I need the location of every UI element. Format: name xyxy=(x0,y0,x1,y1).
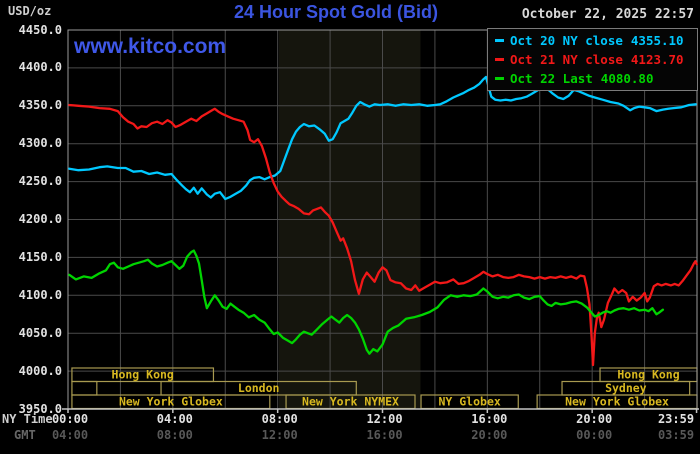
x-tick-ny: 08:00 xyxy=(261,412,298,426)
legend-label: Oct 22 Last xyxy=(510,71,593,86)
x-tick-gmt: 04:00 xyxy=(51,428,89,442)
session-box xyxy=(71,367,215,383)
x-tick-gmt: 12:00 xyxy=(261,428,298,442)
y-tick-label: 4350.0 xyxy=(18,98,62,113)
session-label: New York Globex xyxy=(119,395,223,409)
y-tick-label: 4150.0 xyxy=(18,249,62,264)
session-label: Hong Kong xyxy=(112,368,174,382)
x-axis-ny-time-label: NY Time xyxy=(2,412,53,426)
legend: Oct 20 NY close 4355.10 Oct 21 NY close 41… xyxy=(487,28,698,91)
y-tick-label: 4450.0 xyxy=(18,22,62,37)
chart-title: 24 Hour Spot Gold (Bid) xyxy=(234,2,438,22)
x-tick-ny: 04:00 xyxy=(156,412,193,426)
y-tick-label: 4000.0 xyxy=(18,363,62,378)
x-tick-ny: 20:00 xyxy=(576,412,613,426)
x-tick-gmt: 08:00 xyxy=(156,428,193,442)
price-series xyxy=(68,75,698,367)
oct20-line-swatch xyxy=(495,39,504,42)
legend-label: Oct 20 NY close xyxy=(510,33,623,48)
series-line-oct22 xyxy=(68,249,665,355)
legend-value: 4355.10 xyxy=(630,33,684,48)
kitco-watermark-link[interactable]: www.kitco.com xyxy=(74,35,227,58)
session-label: London xyxy=(238,381,280,395)
x-tick-ny: 12:00 xyxy=(366,412,403,426)
y-tick-label: 3950.0 xyxy=(18,401,62,416)
y-axis-units-label: USD/oz xyxy=(8,4,52,18)
legend-item-oct20: Oct 20 NY close 4355.10 xyxy=(488,31,697,50)
x-axis-gmt-label: GMT xyxy=(14,428,36,442)
x-tick-gmt: 16:00 xyxy=(366,428,403,442)
session-label: New York Globex xyxy=(565,395,669,409)
y-tick-label: 4100.0 xyxy=(18,287,62,302)
session-label: Sydney xyxy=(605,381,647,395)
y-tick-label: 4250.0 xyxy=(18,174,62,189)
chart-datetime: October 22, 2025 22:57 xyxy=(521,7,694,22)
y-tick-label: 4400.0 xyxy=(18,60,62,75)
legend-label: Oct 21 NY close xyxy=(510,52,623,67)
legend-value: 4080.80 xyxy=(600,71,654,86)
legend-item-oct21: Oct 21 NY close 4123.70 xyxy=(488,50,697,69)
y-tick-label: 4050.0 xyxy=(18,325,62,340)
series-line-oct20 xyxy=(68,75,697,201)
legend-item-oct22: Oct 22 Last 4080.80 xyxy=(488,69,697,88)
legend-value: 4123.70 xyxy=(630,52,684,67)
x-tick-ny: 23:59 xyxy=(657,412,695,426)
x-tick-ny: 16:00 xyxy=(471,412,508,426)
session-box xyxy=(71,380,98,396)
oct22-line-swatch xyxy=(495,77,504,80)
x-tick-gmt: 20:00 xyxy=(471,428,508,442)
session-label: New York NYMEX xyxy=(302,395,399,409)
series-line-oct21 xyxy=(68,103,698,367)
oct21-line-swatch xyxy=(495,58,504,61)
x-tick-gmt: 03:59 xyxy=(657,428,695,442)
x-tick-ny: 00:00 xyxy=(51,412,89,426)
session-label: Hong Kong xyxy=(617,368,679,382)
session-label: NY Globex xyxy=(438,395,500,409)
x-tick-gmt: 00:00 xyxy=(576,428,613,442)
y-tick-label: 4300.0 xyxy=(18,136,62,151)
y-tick-label: 4200.0 xyxy=(18,212,62,226)
